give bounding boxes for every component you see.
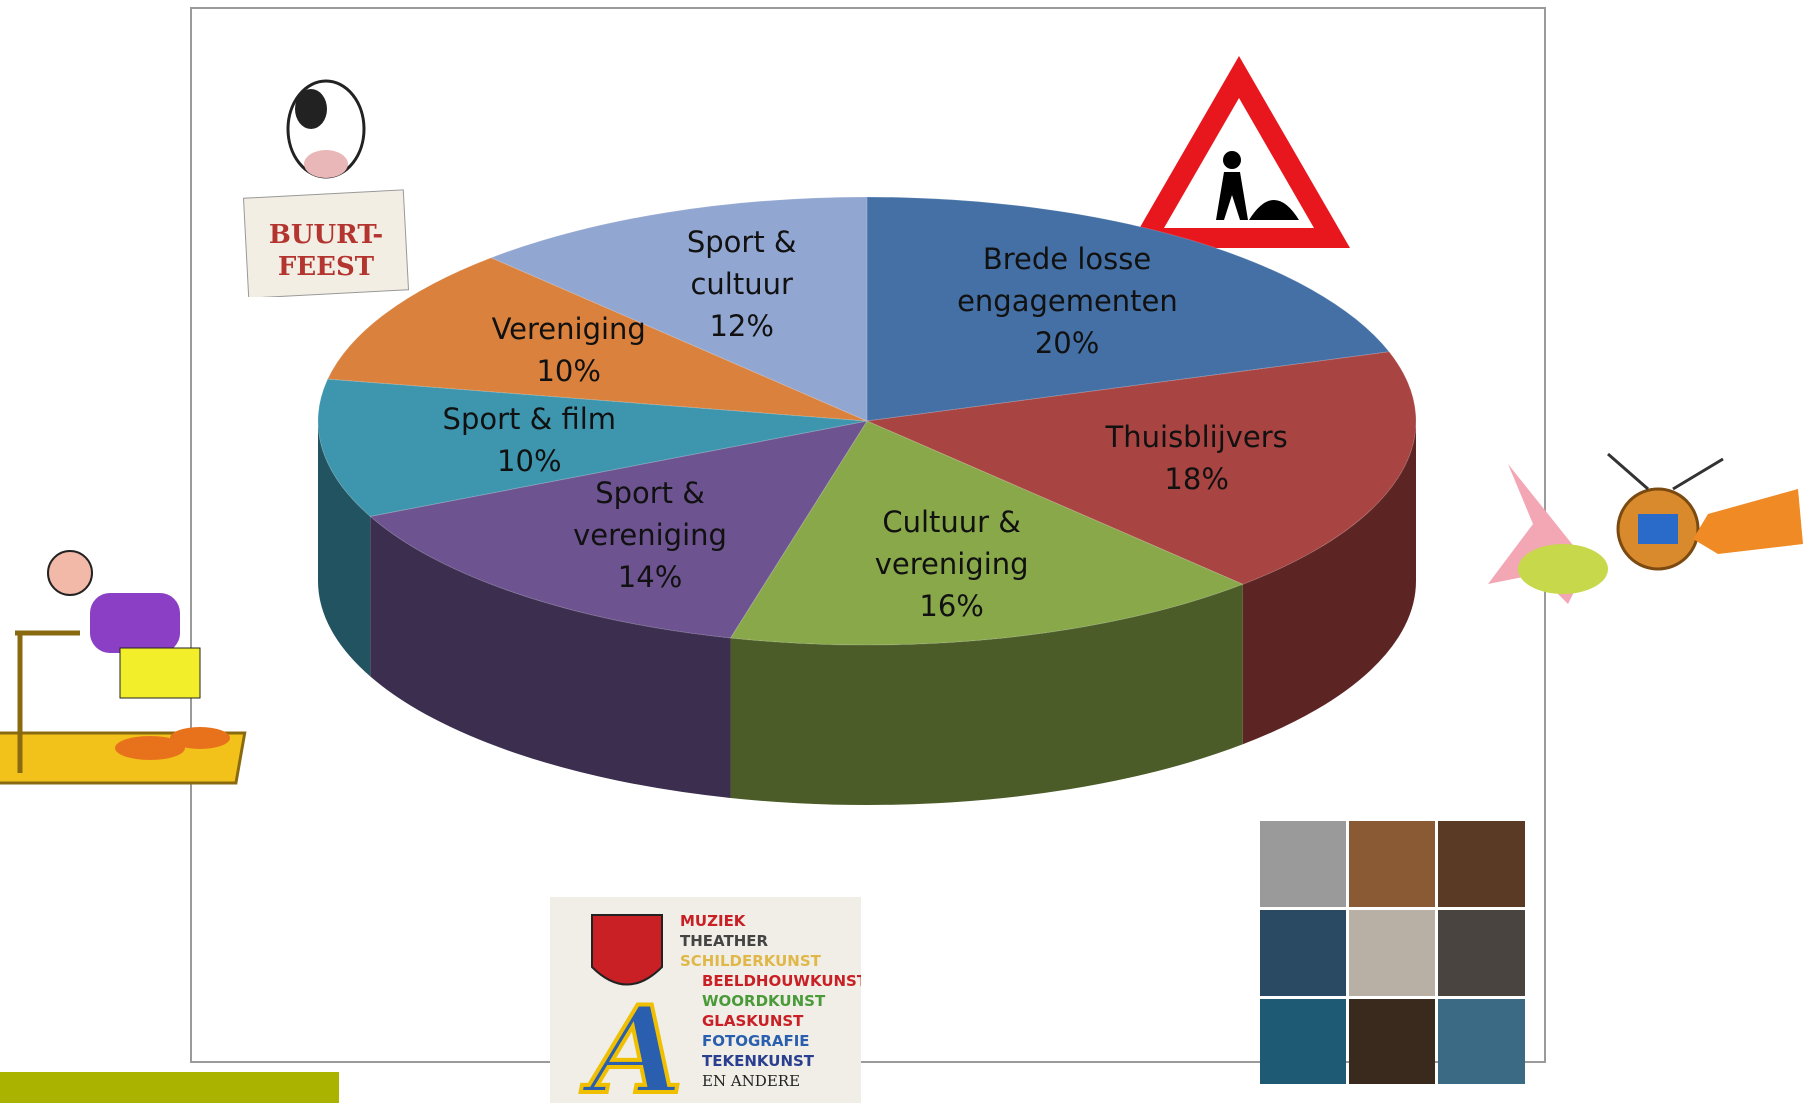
value-label: 20% — [957, 322, 1177, 364]
value-label: 14% — [540, 556, 760, 598]
category-label: Sport & film — [443, 397, 616, 439]
value-label: 16% — [842, 585, 1062, 627]
value-label: 18% — [1106, 458, 1288, 500]
category-label: Brede losse engagementen — [957, 238, 1177, 322]
value-label: 10% — [492, 350, 646, 392]
category-label: Sport & vereniging — [540, 472, 760, 556]
value-label: 10% — [443, 440, 616, 482]
category-label: Sport & cultuur — [632, 220, 852, 304]
category-label: Thuisblijvers — [1106, 416, 1288, 458]
value-label: 12% — [632, 305, 852, 347]
page: BUURT- FEEST A MUZIEK THEATHER SCHILDERK… — [0, 0, 1808, 1103]
category-label: Vereniging — [492, 308, 646, 350]
category-label: Cultuur & vereniging — [842, 501, 1062, 585]
